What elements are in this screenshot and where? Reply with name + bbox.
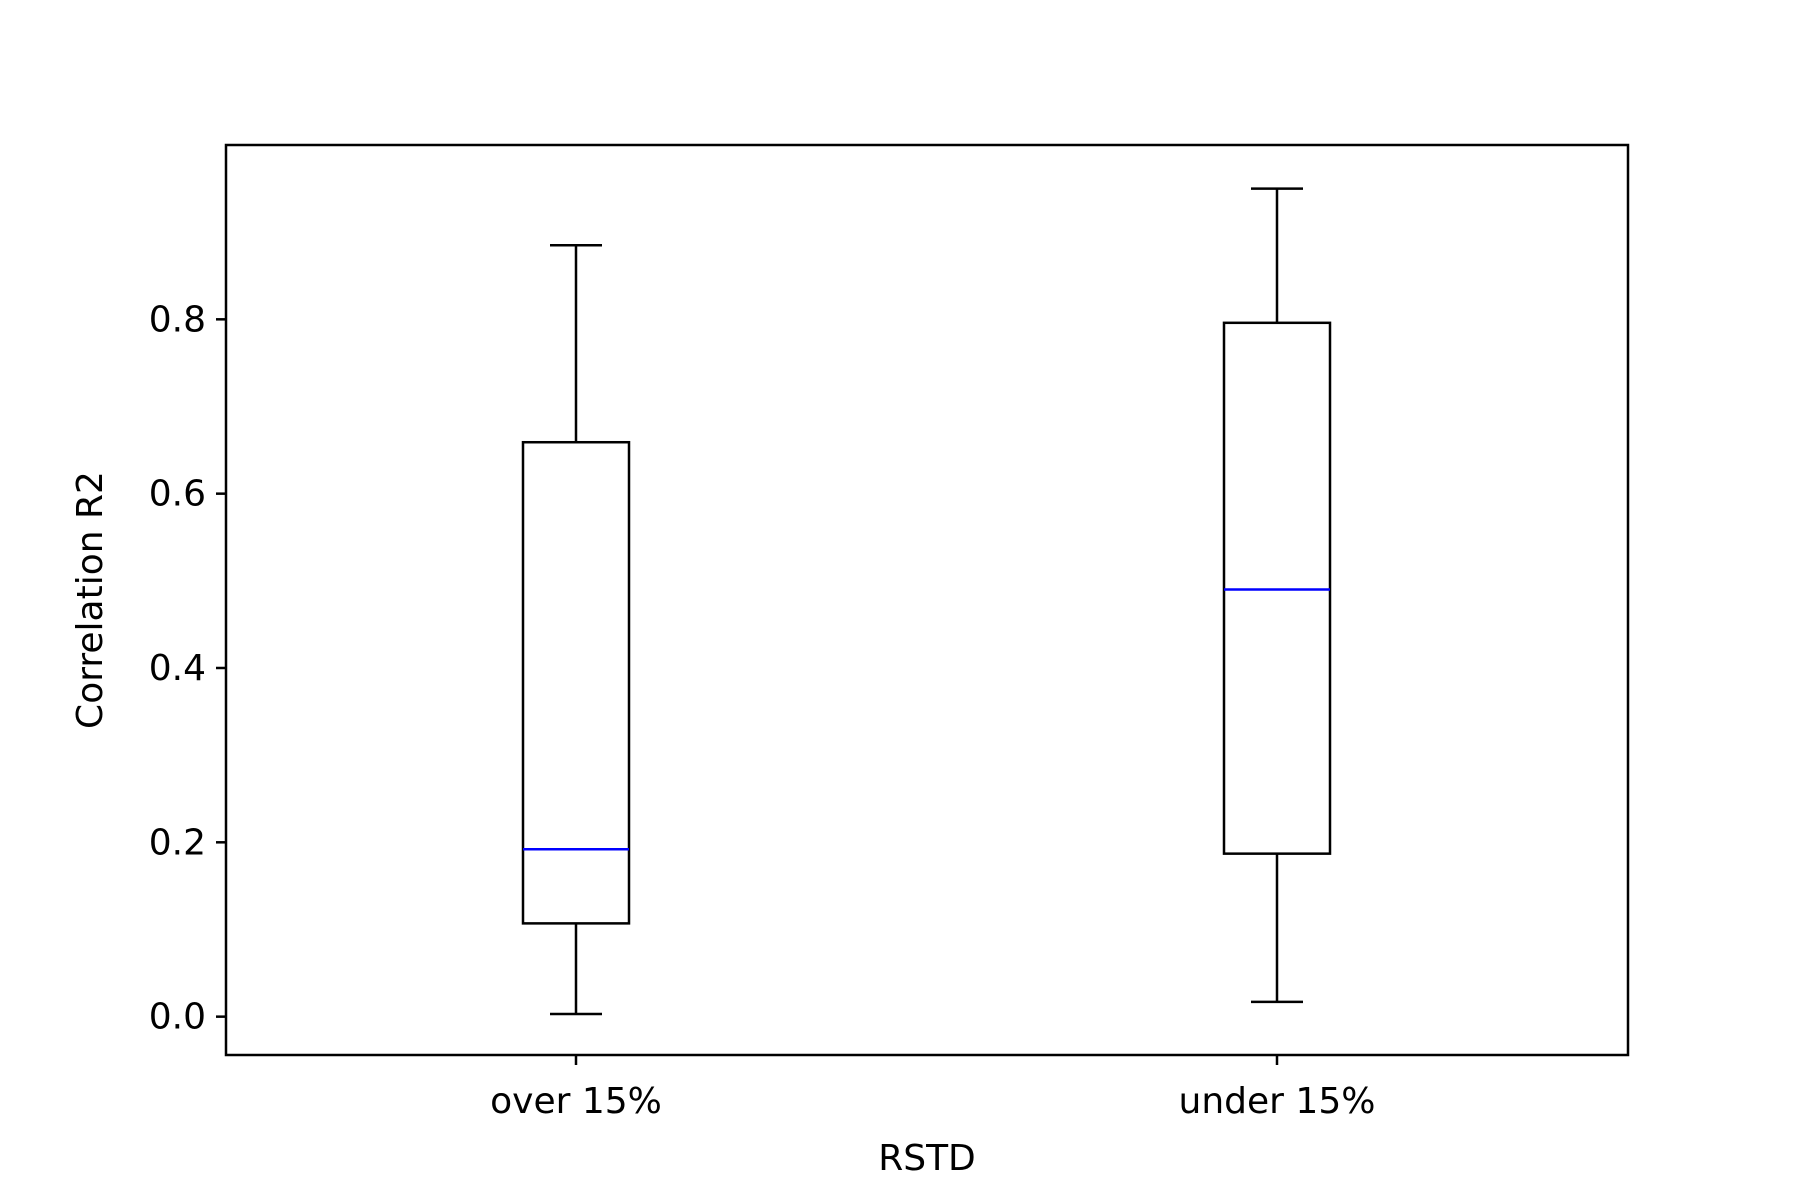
y-tick-label: 0.8	[149, 299, 206, 340]
x-tick-label: over 15%	[490, 1081, 662, 1122]
iqr-box	[521, 440, 631, 925]
box-group	[521, 243, 631, 1016]
iqr-box	[1222, 321, 1332, 855]
plot-area-frame	[224, 143, 1630, 1057]
x-tick-label: under 15%	[1179, 1081, 1376, 1122]
y-tick-label: 0.2	[149, 822, 206, 863]
box-series	[521, 187, 1332, 1016]
y-tick-label: 0.6	[149, 474, 206, 515]
x-axis-ticks: over 15% under 15%	[490, 1055, 1375, 1122]
y-tick-label: 0.4	[149, 648, 206, 689]
y-tick-label: 0.0	[149, 997, 206, 1038]
x-axis-label: RSTD	[878, 1138, 976, 1179]
box-group	[1222, 187, 1332, 1004]
y-axis-ticks: 0.0 0.2 0.4 0.6 0.8	[149, 299, 226, 1038]
y-axis-label: Correlation R2	[70, 471, 111, 729]
